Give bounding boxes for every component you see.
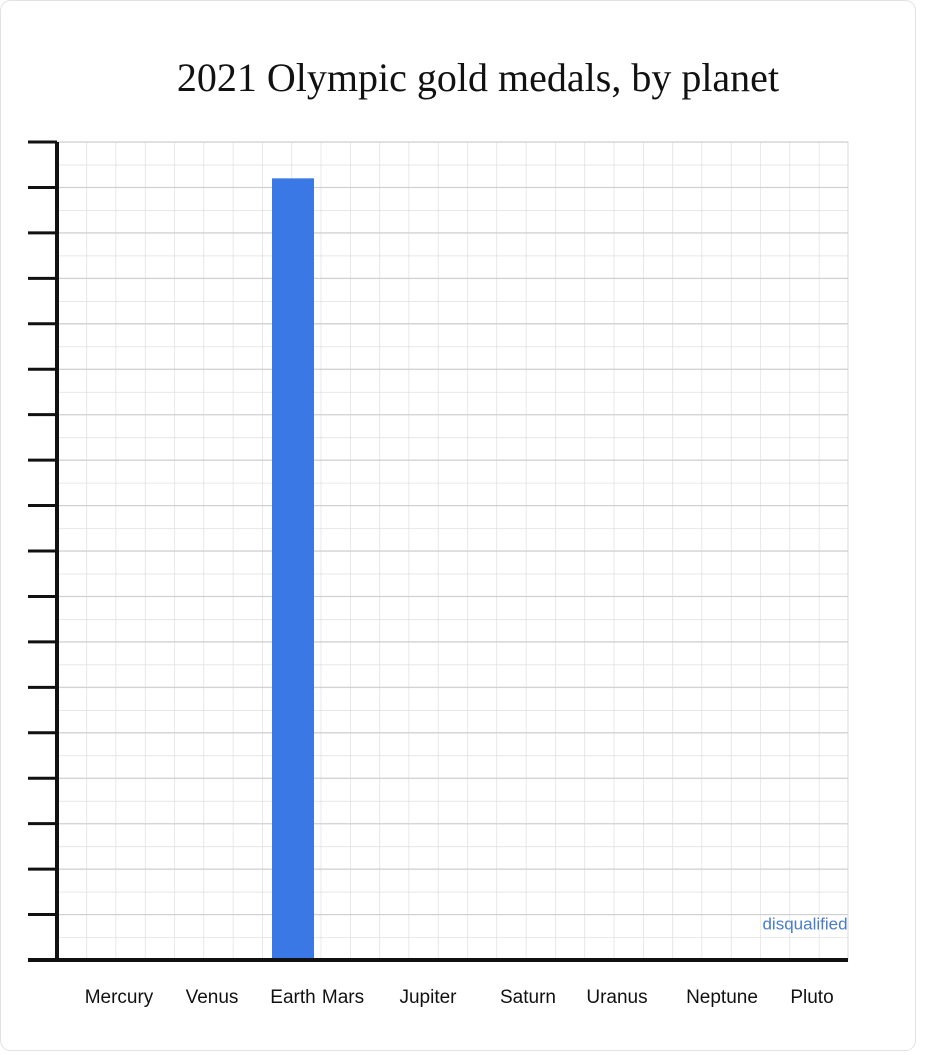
x-tick-label: Pluto — [790, 987, 833, 1008]
x-tick-label: Earth — [270, 987, 315, 1008]
x-tick-label: Saturn — [500, 987, 556, 1008]
x-tick-label: Uranus — [586, 987, 647, 1008]
x-tick-label: Neptune — [686, 987, 758, 1008]
x-tick-label: Mars — [322, 987, 364, 1008]
x-tick-label: Jupiter — [399, 987, 457, 1008]
chart-title: 2021 Olympic gold medals, by planet — [177, 55, 779, 100]
bar — [272, 178, 314, 960]
x-tick-label: Venus — [186, 987, 239, 1008]
x-tick-label: Mercury — [85, 987, 154, 1008]
plot: Mercury Venus Earth Mars Jupiter Saturn Uranus… — [28, 140, 848, 1008]
annotation: disqualified — [762, 914, 847, 933]
